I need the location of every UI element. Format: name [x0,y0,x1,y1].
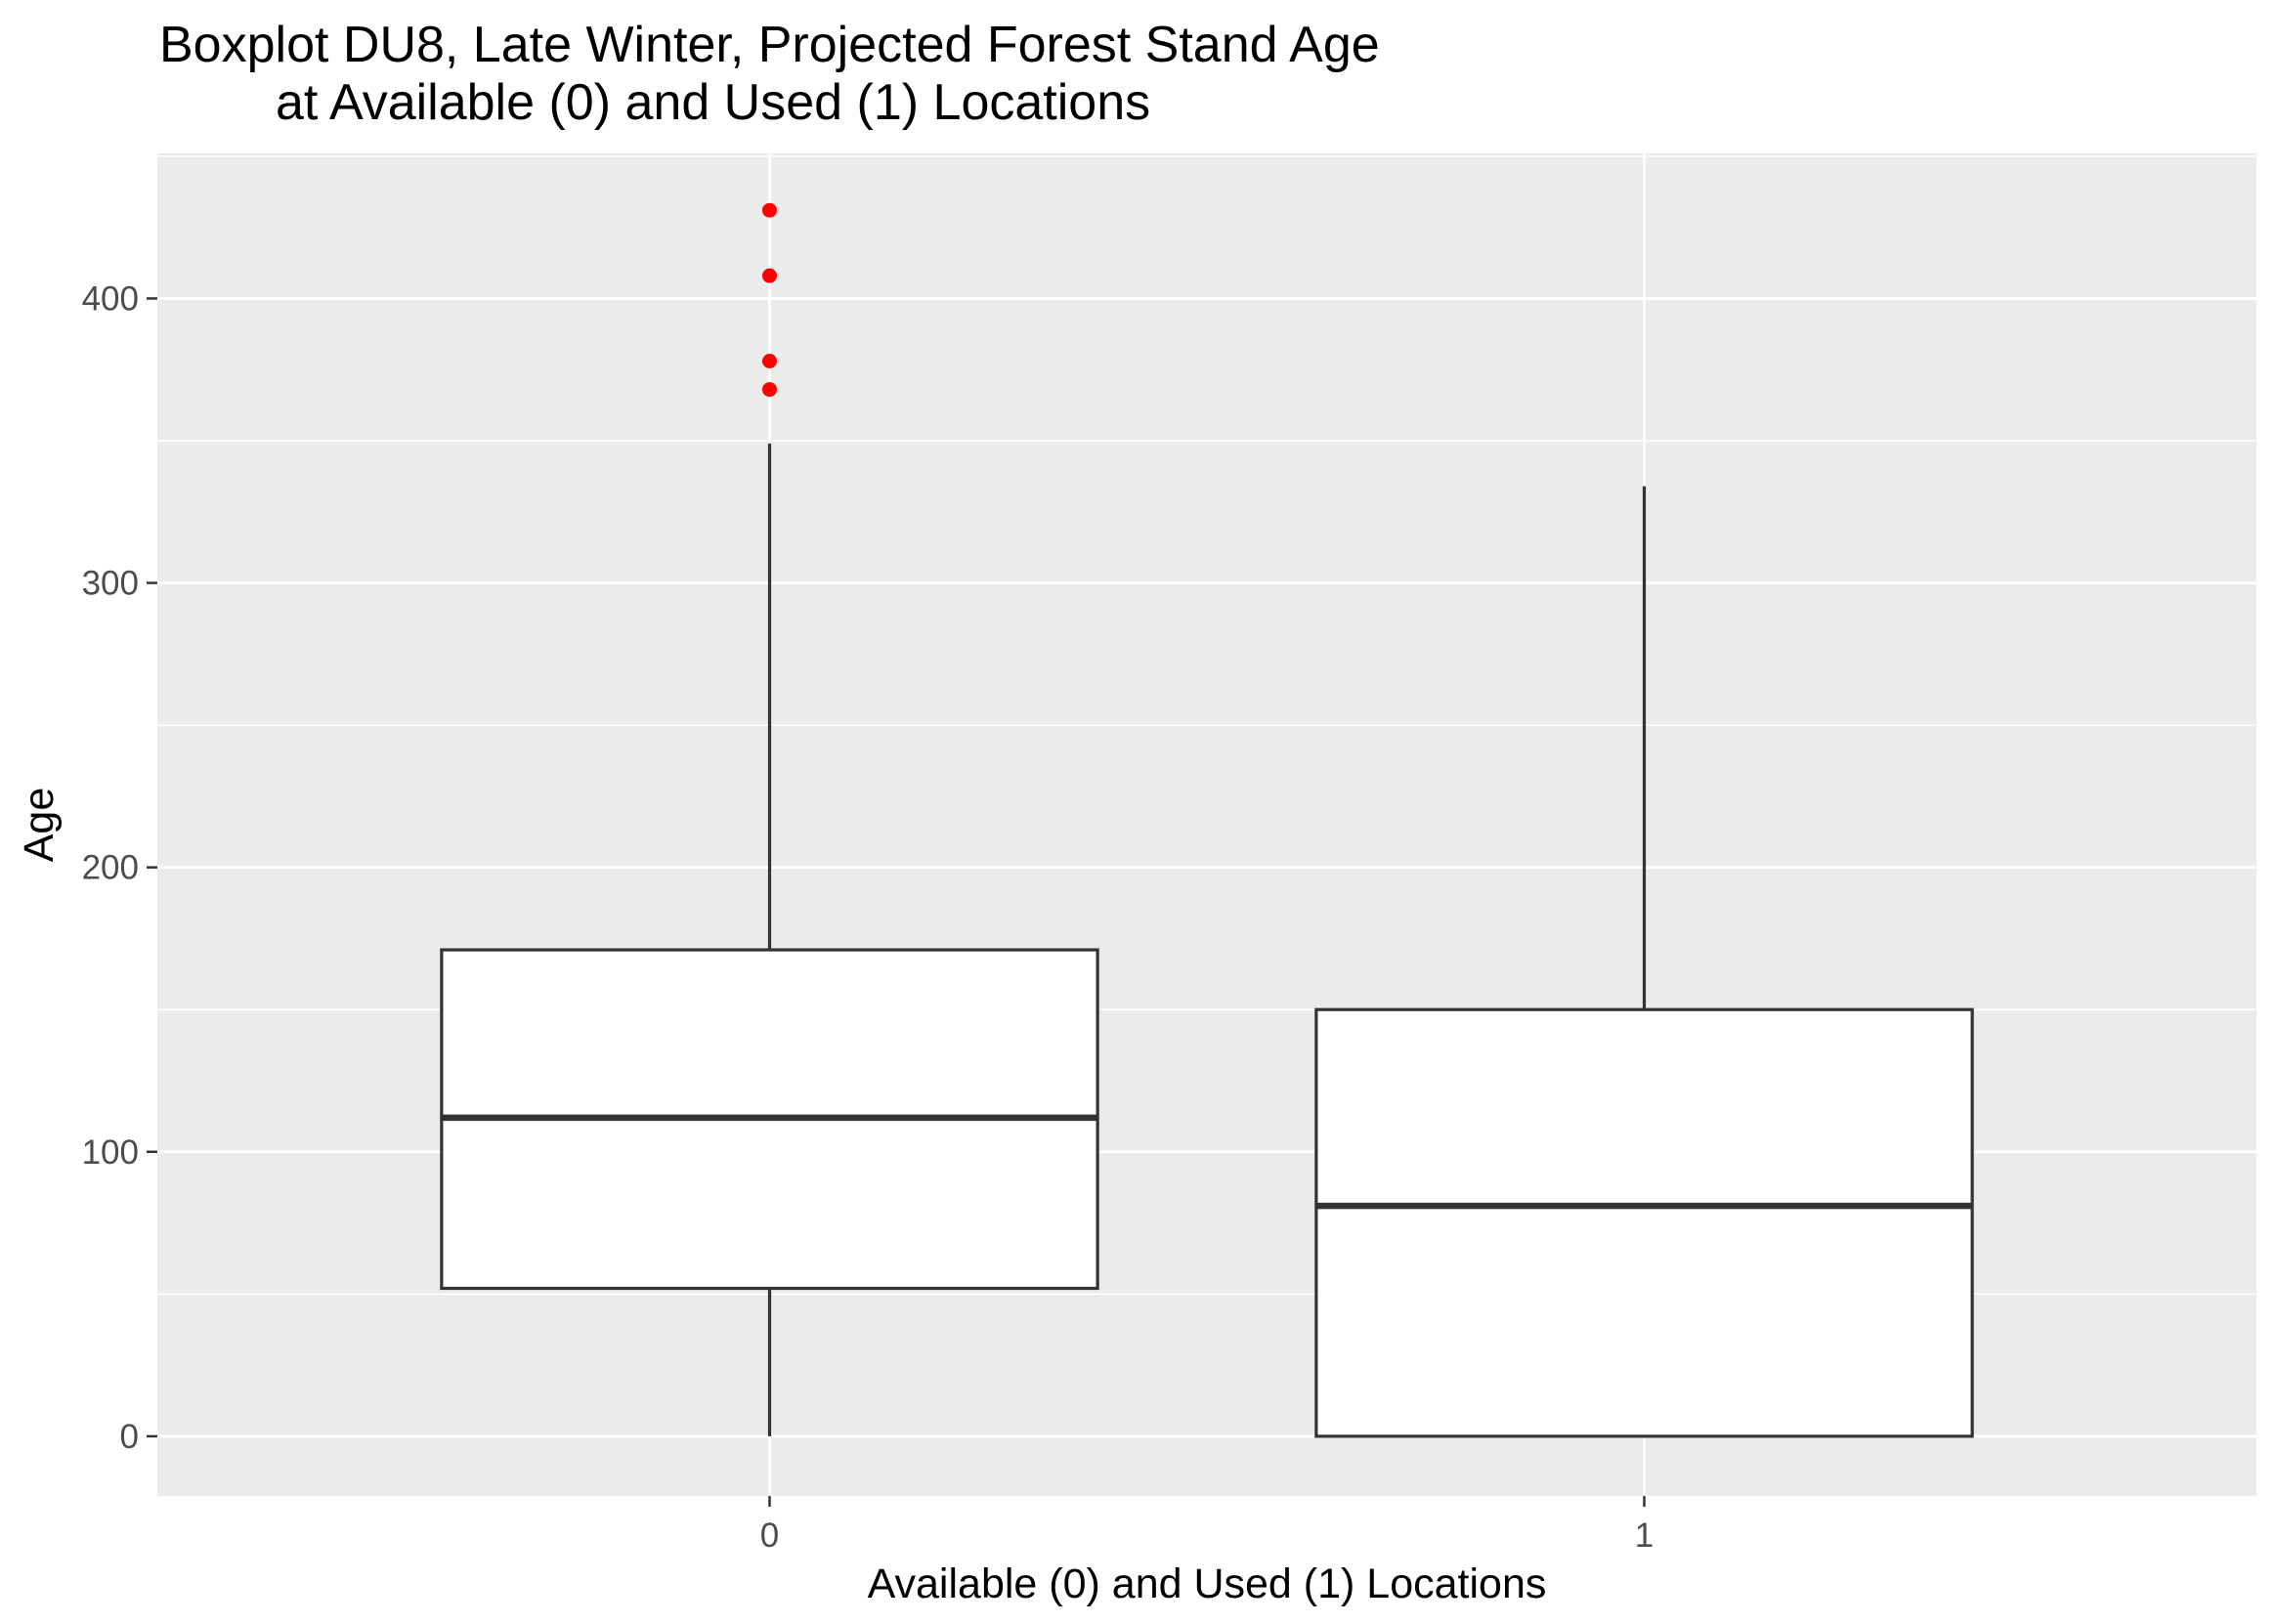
outlier-point [762,268,777,283]
box-group-0 [440,202,1099,1436]
x-axis-title: Available (0) and Used (1) Locations [868,1560,1547,1607]
y-tick-label: 400 [82,279,139,318]
outlier-point [762,354,777,369]
x-tick-label: 0 [760,1517,779,1555]
y-tick-label: 300 [82,565,139,603]
y-tick-label: 200 [82,849,139,887]
outlier-point [762,382,777,398]
x-tick-label: 1 [1635,1517,1654,1555]
box-iqr [1314,1007,1974,1438]
box-group-1 [1314,486,1974,1438]
chart-title-line-2: at Available (0) and Used (1) Locations [276,74,1150,131]
boxes [440,202,1974,1438]
y-tick-label: 100 [82,1133,139,1172]
chart-title-line-1: Boxplot DU8, Late Winter, Projected Fore… [159,17,1380,73]
y-axis-title: Age [16,788,63,863]
outlier-point [762,202,777,218]
y-tick-label: 0 [120,1418,139,1456]
y-axis: 0 100 200 300 400 [82,279,157,1456]
